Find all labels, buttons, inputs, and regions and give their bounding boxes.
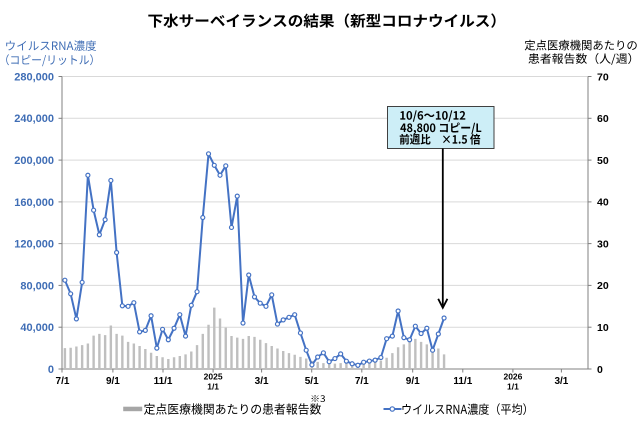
svg-text:11/1: 11/1 bbox=[453, 376, 472, 387]
svg-text:280,000: 280,000 bbox=[14, 71, 54, 83]
svg-text:40,000: 40,000 bbox=[20, 322, 54, 334]
svg-text:1/1: 1/1 bbox=[507, 382, 519, 392]
svg-text:9/1: 9/1 bbox=[106, 376, 120, 387]
svg-text:60: 60 bbox=[597, 113, 609, 125]
svg-text:9/1: 9/1 bbox=[406, 376, 420, 387]
svg-text:11/1: 11/1 bbox=[154, 376, 173, 387]
svg-text:240,000: 240,000 bbox=[14, 113, 54, 125]
svg-text:2025: 2025 bbox=[204, 372, 223, 382]
svg-text:160,000: 160,000 bbox=[14, 197, 54, 209]
svg-text:20: 20 bbox=[597, 280, 609, 292]
svg-text:40: 40 bbox=[597, 197, 609, 209]
svg-text:30: 30 bbox=[597, 238, 609, 250]
svg-text:0: 0 bbox=[48, 364, 54, 376]
svg-text:3/1: 3/1 bbox=[255, 376, 269, 387]
svg-text:200,000: 200,000 bbox=[14, 155, 54, 167]
svg-text:5/1: 5/1 bbox=[305, 376, 319, 387]
svg-text:10: 10 bbox=[597, 322, 609, 334]
svg-text:0: 0 bbox=[597, 364, 603, 376]
svg-text:2026: 2026 bbox=[503, 372, 522, 382]
svg-text:1/1: 1/1 bbox=[207, 382, 219, 392]
svg-text:7/1: 7/1 bbox=[56, 376, 70, 387]
svg-text:120,000: 120,000 bbox=[14, 239, 54, 251]
svg-text:50: 50 bbox=[597, 155, 609, 167]
svg-text:7/1: 7/1 bbox=[355, 376, 369, 387]
svg-text:3/1: 3/1 bbox=[554, 376, 568, 387]
svg-text:70: 70 bbox=[597, 71, 609, 83]
svg-text:80,000: 80,000 bbox=[20, 280, 54, 292]
